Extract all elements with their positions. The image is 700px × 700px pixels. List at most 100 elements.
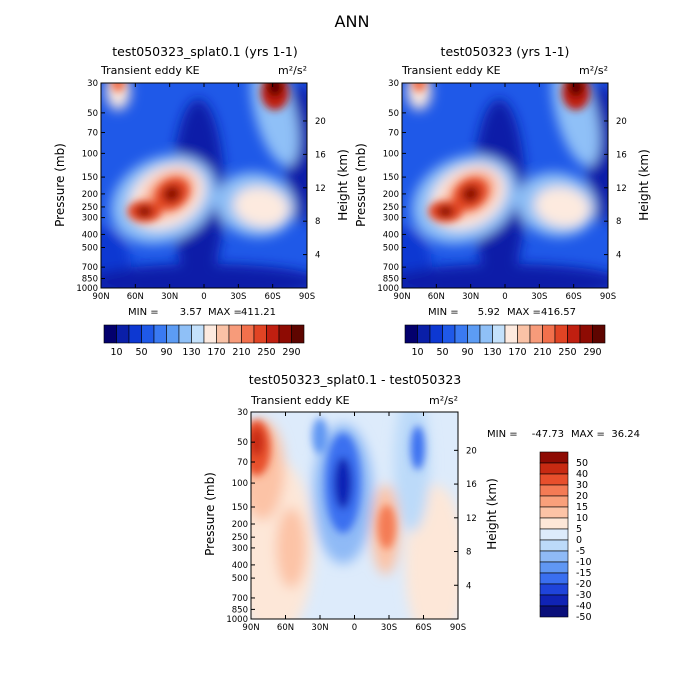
neg-sh-core xyxy=(410,425,425,470)
panel-2-axes: 90N 60N 30N 0 30S 60S 90S 30 50 70 100 150 200 250300… xyxy=(377,79,626,302)
panel-1-title: test050323_splat0.1 (yrs 1-1) xyxy=(112,44,298,59)
panel-2-units: m²/s² xyxy=(579,64,608,77)
y-tick-label: 300 xyxy=(383,214,399,224)
y-tick-label: 150 xyxy=(383,173,399,183)
height-tick-label: 8 xyxy=(315,217,320,227)
panel-3-title: test050323_splat0.1 - test050323 xyxy=(249,372,462,387)
colorbar-swatch xyxy=(417,324,431,344)
field-sharp xyxy=(251,417,425,549)
y-tick-label: 200 xyxy=(232,520,248,530)
panel-2-title: test050323 (yrs 1-1) xyxy=(441,44,570,59)
panel-2-min-label: MIN = xyxy=(428,307,459,318)
max-sh-strat-core xyxy=(567,83,584,97)
panel-3-units: m²/s² xyxy=(429,394,458,407)
panel-1: test050323_splat0.1 (yrs 1-1) Transient … xyxy=(53,44,350,358)
colorbar-swatch xyxy=(228,324,242,344)
y-tick-label: 400 xyxy=(383,230,399,240)
colorbar-swatch xyxy=(141,324,155,344)
panel-1-subtitle: Transient eddy KE xyxy=(100,64,200,77)
panel-1-axes: 90N 60N 30N 0 30S 60S 90S 30 50 70 100 150 200 250300… xyxy=(76,79,325,302)
x-tick-label: 0 xyxy=(502,292,507,302)
panel-2-ylabel-right: Height (km) xyxy=(637,149,651,220)
colorbar-label: 10 xyxy=(576,513,588,524)
ke-field xyxy=(402,83,608,288)
height-tick-label: 12 xyxy=(315,184,326,194)
height-tick-label: 12 xyxy=(466,514,477,524)
y-tick-label: 250 xyxy=(232,533,248,543)
height-tick-label: 20 xyxy=(616,117,627,127)
colorbar-swatch xyxy=(128,324,142,344)
colorbar-label: 50 xyxy=(576,458,588,469)
colorbar-swatch xyxy=(539,495,569,508)
colorbar-label: 5 xyxy=(576,524,582,535)
panel-1-max-value: 411.21 xyxy=(241,307,276,318)
colorbar-label: 10 xyxy=(411,347,423,358)
nh-upper xyxy=(407,83,432,111)
panel-3: test050323_splat0.1 - test050323 Transie… xyxy=(203,372,640,633)
colorbar-swatch xyxy=(166,324,180,344)
panel-2-max-value: 416.57 xyxy=(541,307,576,318)
y-tick-label: 30 xyxy=(87,79,98,89)
colorbar-swatch xyxy=(579,324,593,344)
colorbar-swatch xyxy=(539,462,569,475)
neg-nh-upper xyxy=(312,417,328,454)
y-tick-label: 1000 xyxy=(226,615,248,625)
y-tick-label: 30 xyxy=(388,79,399,89)
colorbar-swatch xyxy=(539,539,569,552)
panel-3-axes: 90N 60N 30N 0 30S 60S 90S 30 50 70 100 150 200 250300… xyxy=(226,408,476,633)
colorbar-swatch xyxy=(191,324,205,344)
x-tick-label: 60S xyxy=(265,292,281,302)
y-tick-label: 70 xyxy=(87,129,98,139)
colorbar-label: 10 xyxy=(110,347,122,358)
y-tick-label: 850 xyxy=(383,274,399,284)
colorbar-label: 30 xyxy=(576,480,588,491)
colorbar-swatch xyxy=(203,324,217,344)
colorbar-swatch xyxy=(454,324,468,344)
x-tick-label: 30S xyxy=(230,292,246,302)
colorbar-label: 170 xyxy=(207,347,225,358)
colorbar-label: 50 xyxy=(436,347,448,358)
max-sh-strat-core xyxy=(266,83,283,97)
colorbar-swatch xyxy=(539,484,569,497)
colorbar-swatch xyxy=(442,324,456,344)
colorbar-label: 210 xyxy=(533,347,551,358)
max-sh-jet-core xyxy=(136,205,153,218)
height-tick-label: 4 xyxy=(466,581,471,591)
colorbar-swatch xyxy=(153,324,167,344)
x-tick-label: 90S xyxy=(600,292,616,302)
colorbar-label: 250 xyxy=(257,347,275,358)
panel-3-plot xyxy=(251,412,458,619)
max-pos-core xyxy=(251,428,264,457)
x-tick-label: 0 xyxy=(201,292,206,302)
colorbar-label: -10 xyxy=(576,557,592,568)
colorbar-swatch xyxy=(178,324,192,344)
y-tick-label: 50 xyxy=(388,109,399,119)
colorbar-swatch xyxy=(241,324,255,344)
x-tick-label: 60N xyxy=(428,292,445,302)
panel-2-min-value: 5.92 xyxy=(478,307,500,318)
sh-mid xyxy=(233,186,290,228)
y-tick-label: 500 xyxy=(383,243,399,253)
y-tick-label: 700 xyxy=(383,263,399,273)
panel-2-subtitle: Transient eddy KE xyxy=(401,64,501,77)
panel-3-min-value: -47.73 xyxy=(532,429,564,440)
colorbar-label: 130 xyxy=(182,347,200,358)
colorbar-swatch xyxy=(517,324,531,344)
colorbar-label: 90 xyxy=(160,347,172,358)
y-tick-label: 30 xyxy=(237,408,248,418)
colorbar-swatch xyxy=(539,473,569,486)
panel-3-max-value: 36.24 xyxy=(611,429,640,440)
colorbar-label: -5 xyxy=(576,546,585,557)
y-tick-label: 50 xyxy=(87,109,98,119)
y-tick-label: 70 xyxy=(388,129,399,139)
x-tick-label: 0 xyxy=(352,623,357,633)
panel-1-ylabel: Pressure (mb) xyxy=(53,143,67,227)
max-nh-strat xyxy=(412,83,427,92)
panel-1-units: m²/s² xyxy=(278,64,307,77)
height-tick-label: 4 xyxy=(315,251,320,261)
max-nh-jet-core xyxy=(461,185,480,203)
height-tick-label: 20 xyxy=(466,446,477,456)
panel-3-ylabel: Pressure (mb) xyxy=(203,472,217,556)
colorbar-swatch xyxy=(429,324,443,344)
panel-1-min-value: 3.57 xyxy=(180,307,202,318)
